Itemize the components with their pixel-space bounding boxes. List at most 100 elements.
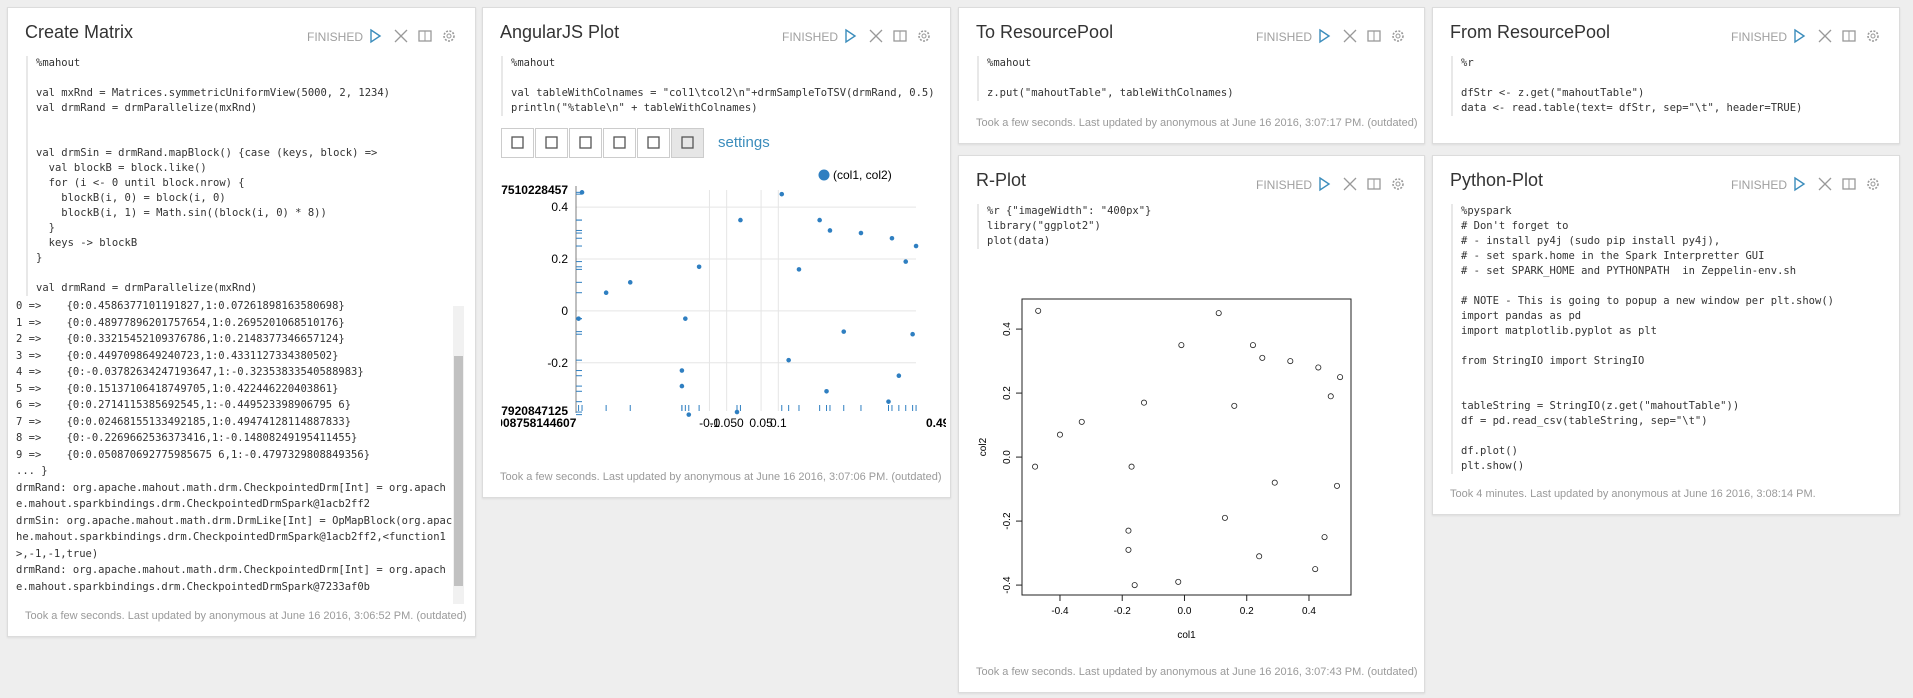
code-line: blockB(i, 1) = Math.sin((block(i, 0) * 8… <box>36 207 327 219</box>
code-line <box>36 71 461 86</box>
code-line: val tableWithColnames = "col1\tcol2\n"+d… <box>511 87 935 99</box>
point <box>1231 402 1238 409</box>
point <box>579 190 585 195</box>
code-line: tableString = StringIO(z.get("mahoutTabl… <box>1461 400 1740 412</box>
point <box>1178 342 1185 349</box>
paragraph-icons[interactable] <box>1791 176 1887 192</box>
code-line: val drmRand = drmParallelize(mxRnd) <box>36 102 258 114</box>
point <box>796 267 802 272</box>
code-line <box>36 266 461 281</box>
paragraph-icons[interactable] <box>1316 176 1412 192</box>
paragraph-icons[interactable] <box>1316 28 1412 44</box>
point <box>1327 393 1334 400</box>
paragraph-footer: Took a few seconds. Last updated by anon… <box>25 610 467 622</box>
point <box>686 412 692 417</box>
code-line <box>1461 71 1885 86</box>
code-line: # - set SPARK_HOME and PYTHONPATH in Zep… <box>1461 265 1797 277</box>
chart-type-button[interactable] <box>671 128 704 158</box>
point <box>1259 354 1266 361</box>
y-tick-label: 0.4 <box>1002 322 1013 336</box>
output-line: 3 => {0:0.4497098649240723,1:0.433112733… <box>16 349 339 362</box>
paragraph-toolbar <box>1791 28 1887 44</box>
x-tick-label: 0.05 <box>749 416 773 430</box>
code-line: } <box>36 222 55 234</box>
y-tick-label: 0 <box>561 304 568 318</box>
code-line <box>1461 369 1885 384</box>
output-line: 9 => {0:0.050870692775985675 6,1:-0.4797… <box>16 448 371 461</box>
paragraph: R-Plot FINISHED %r {"imageWidth": "400px"}… <box>958 155 1425 693</box>
paragraph-status: FINISHED <box>781 30 838 44</box>
point <box>903 259 909 264</box>
y-tick-label: 0.2 <box>551 252 568 266</box>
code-line: %r <box>1461 57 1474 69</box>
paragraph-footer: Took a few seconds. Last updated by anon… <box>500 471 942 483</box>
chart-type-button[interactable] <box>535 128 568 158</box>
code-line: # - install py4j (sudo pip install py4j)… <box>1461 235 1721 247</box>
paragraph-title: To ResourcePool <box>976 22 1114 42</box>
x-axis-label: col1 <box>1177 630 1196 641</box>
code-line: import matplotlib.pyplot as plt <box>1461 325 1657 337</box>
point <box>1032 463 1039 470</box>
paragraph-footer: Took a few seconds. Last updated by anon… <box>976 666 1418 678</box>
code-line: data <- read.table(text= dfStr, sep="\t"… <box>1461 102 1803 114</box>
point <box>683 316 688 321</box>
paragraph-title: R-Plot <box>976 170 1027 190</box>
code-line: val mxRnd = Matrices.symmetricUniformVie… <box>36 87 391 99</box>
point <box>1131 582 1138 589</box>
point <box>817 217 822 223</box>
chart-type-button[interactable] <box>637 128 670 158</box>
point <box>1221 514 1228 521</box>
x-tick-label: 0.4 <box>1302 606 1316 617</box>
paragraph-icons[interactable] <box>1791 28 1887 44</box>
point <box>1128 463 1135 470</box>
code-editor: %mahout z.put("mahoutTable", tableWithCol… <box>977 56 1410 101</box>
code-line <box>511 71 936 86</box>
paragraph-icons[interactable] <box>842 28 938 44</box>
code-line: df = pd.read_csv(tableString, sep="\t") <box>1461 415 1708 427</box>
chart-type-button[interactable] <box>501 128 534 158</box>
paragraph-status: FINISHED <box>1255 178 1312 192</box>
point <box>1035 307 1042 314</box>
paragraph-status: FINISHED <box>1255 30 1312 44</box>
code-line: # Don't forget to <box>1461 220 1569 232</box>
legend-label[interactable]: (col1, col2) <box>833 168 892 182</box>
code-editor: %mahout val tableWithColnames = "col1\tco… <box>501 56 936 116</box>
code-line: plot(data) <box>987 235 1051 247</box>
paragraph-status: FINISHED <box>1730 30 1787 44</box>
scatter-chart: 7510228457 0.4 0.2 0 -0.2 7920847125-0.487500… <box>501 168 946 430</box>
code-line: val blockB = block.like() <box>36 162 207 174</box>
output-line: 5 => {0:0.15137106418749705,1:0.42244622… <box>16 382 339 395</box>
point <box>603 290 609 296</box>
x-tick-label: 0.1 <box>770 416 787 430</box>
point <box>734 409 740 415</box>
y-tick-label: -0.2 <box>1002 512 1013 530</box>
paragraph-toolbar <box>367 28 463 44</box>
paragraph-title: AngularJS Plot <box>500 22 620 42</box>
code-line: val drmRand = drmParallelize(mxRnd) <box>36 282 258 294</box>
point <box>1315 364 1322 371</box>
output-line: 6 => {0:0.2714115385692545,1:-0.44952339… <box>16 399 352 411</box>
code-line <box>1461 279 1885 294</box>
code-line <box>1461 384 1885 399</box>
point <box>1271 479 1278 486</box>
scrollbar <box>453 306 464 604</box>
point <box>858 230 864 236</box>
settings-toggle[interactable]: settings <box>718 134 770 151</box>
point <box>627 280 633 285</box>
paragraph-icons[interactable] <box>367 28 463 44</box>
code-line: z.put("mahoutTable", tableWithColnames) <box>987 87 1234 99</box>
point <box>1312 566 1319 573</box>
chart-type-button[interactable] <box>603 128 636 158</box>
point <box>1321 534 1328 541</box>
code-line <box>1461 339 1885 354</box>
r-plot: -0.4 -0.2 0.0 0.2 0.4 -0.4 -0.2 0.0 0.2 0.4 col1 co… <box>978 298 1352 641</box>
code-line: # NOTE - This is going to popup a new wi… <box>1461 295 1834 307</box>
output-line: 0 => {0:0.4586377101191827,1:0.072618981… <box>16 300 345 312</box>
scrollbar-thumb <box>454 356 463 586</box>
y-tick-label: 0.2 <box>1002 386 1013 400</box>
paragraph: Create Matrix FINISHED %mahout val mxRnd = … <box>7 7 476 637</box>
x-tick-label: -0.2 <box>1114 606 1132 617</box>
output-line: drmSin: org.apache.mahout.math.drm.DrmLi… <box>16 514 453 560</box>
point <box>1337 374 1344 381</box>
chart-type-button[interactable] <box>569 128 602 158</box>
